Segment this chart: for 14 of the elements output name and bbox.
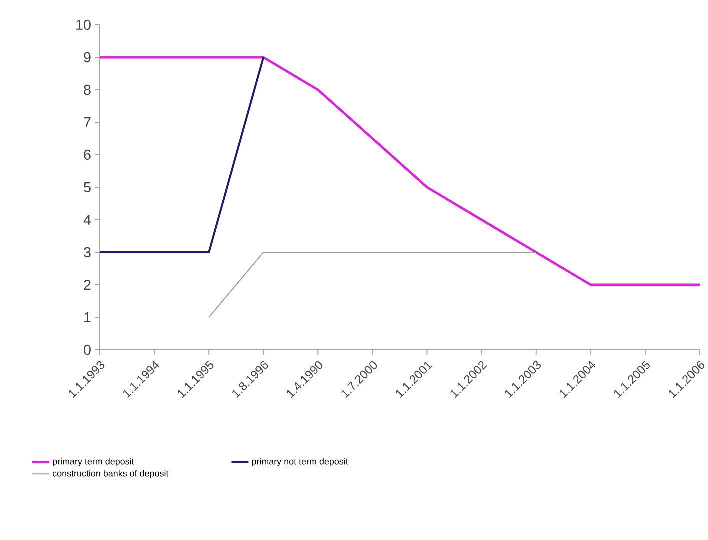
- y-tick-label: 6: [84, 150, 91, 160]
- y-tick-label: 5: [84, 182, 91, 193]
- y-tick-label: 8: [84, 84, 91, 96]
- legend-label: construction banks of deposit: [52, 470, 169, 479]
- y-tick-label: 9: [84, 52, 91, 63]
- y-tick-label: 3: [84, 247, 91, 258]
- y-tick-label: 4: [84, 215, 92, 225]
- y-tick-label: 2: [84, 280, 91, 290]
- legend-label: primary not term deposit: [252, 458, 348, 467]
- legend-label: primary term deposit: [53, 458, 134, 467]
- y-tick-label: 1: [84, 312, 91, 322]
- y-tick-label: 0: [84, 344, 91, 356]
- y-tick-label: 10: [76, 20, 91, 30]
- y-tick-label: 7: [84, 118, 91, 128]
